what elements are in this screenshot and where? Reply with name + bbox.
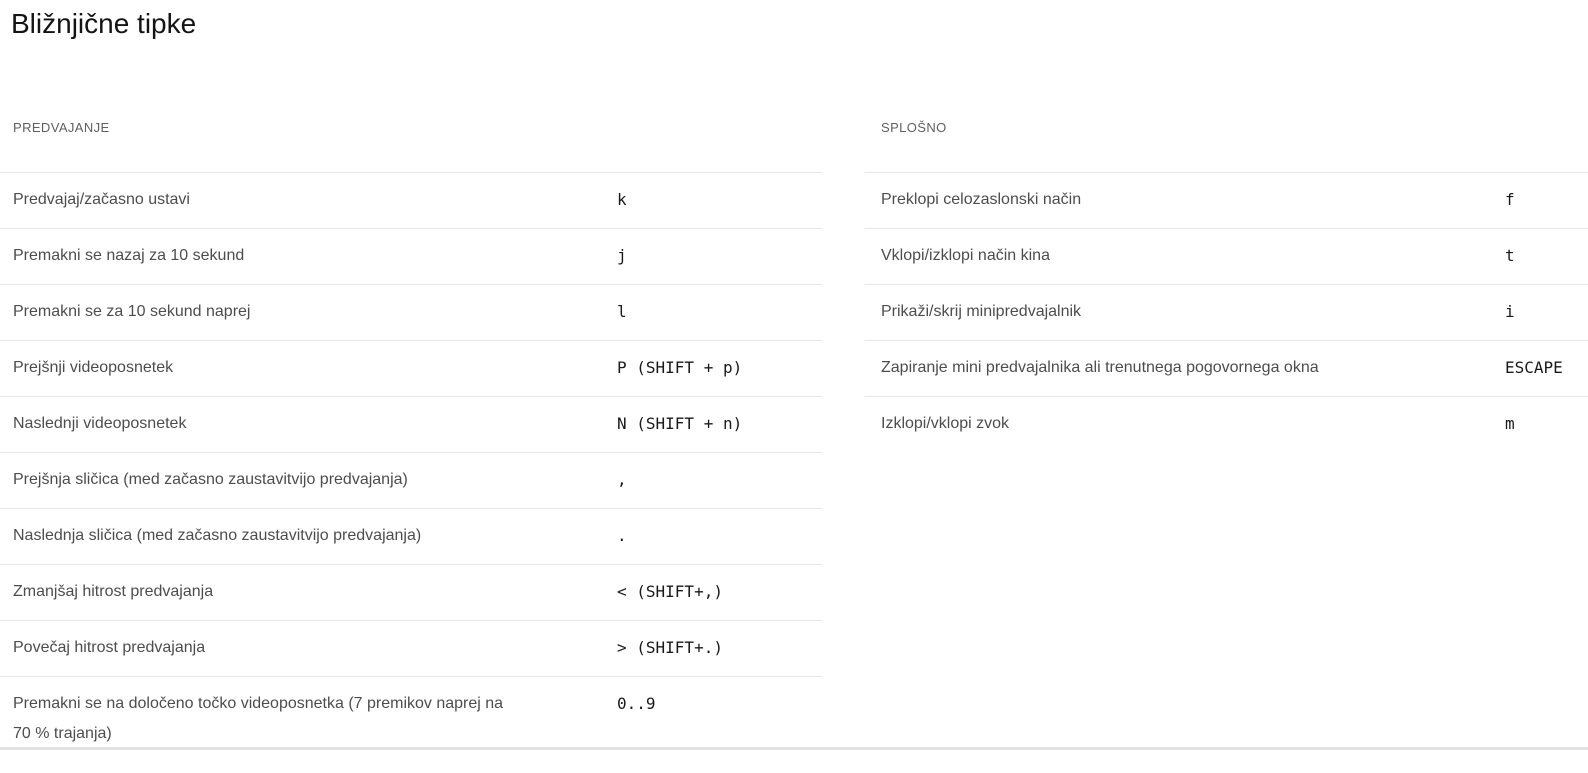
shortcut-key: j [617, 246, 627, 265]
dialog-bottom-divider [0, 747, 1588, 750]
shortcut-row: Premakni se za 10 sekund naprej l [0, 284, 822, 340]
shortcut-row: Izklopi/vklopi zvok m [865, 396, 1588, 452]
shortcut-label: Preklopi celozaslonski način [881, 191, 1082, 208]
shortcut-label: Prikaži/skrij minipredvajalnik [881, 303, 1082, 320]
shortcut-key: . [617, 526, 627, 545]
shortcut-label: Premakni se nazaj za 10 sekund [13, 247, 245, 264]
shortcut-key: N (SHIFT + n) [617, 414, 743, 433]
shortcut-label: Povečaj hitrost predvajanja [13, 639, 206, 656]
shortcut-key: > (SHIFT+.) [617, 638, 723, 657]
shortcut-columns: PREDVAJANJE Predvajaj/začasno ustavi k P… [0, 120, 1588, 747]
shortcut-key: l [617, 302, 627, 321]
shortcut-label: Prejšnja sličica (med začasno zaustavitv… [13, 471, 408, 488]
shortcut-row: Preklopi celozaslonski način f [865, 172, 1588, 228]
shortcut-label: Izklopi/vklopi zvok [881, 415, 1010, 432]
shortcut-row: Prejšnji videoposnetek P (SHIFT + p) [0, 340, 822, 396]
shortcut-row: Povečaj hitrost predvajanja > (SHIFT+.) [0, 620, 822, 676]
shortcut-label: Prejšnji videoposnetek [13, 359, 174, 376]
shortcut-key: m [1505, 414, 1515, 433]
shortcut-label: Naslednji videoposnetek [13, 415, 187, 432]
dialog-scroll-area[interactable]: Bližnjične tipke PREDVAJANJE Predvajaj/z… [0, 0, 1588, 747]
shortcut-key: 0..9 [617, 694, 656, 713]
shortcut-key: ESCAPE [1505, 358, 1563, 377]
shortcut-row: Vklopi/izklopi način kina t [865, 228, 1588, 284]
shortcut-label: Premakni se za 10 sekund naprej [13, 303, 251, 320]
shortcut-list-general: Preklopi celozaslonski način f Vklopi/iz… [865, 172, 1588, 452]
shortcut-row: Prikaži/skrij minipredvajalnik i [865, 284, 1588, 340]
shortcut-key: < (SHIFT+,) [617, 582, 723, 601]
shortcut-key: P (SHIFT + p) [617, 358, 743, 377]
shortcut-key: k [617, 190, 627, 209]
page-title: Bližnjične tipke [11, 8, 197, 39]
shortcut-row: Naslednji videoposnetek N (SHIFT + n) [0, 396, 822, 452]
section-general: SPLOŠNO Preklopi celozaslonski način f V… [865, 120, 1588, 747]
shortcut-row: Premakni se nazaj za 10 sekund j [0, 228, 822, 284]
shortcut-label: Vklopi/izklopi način kina [881, 247, 1050, 264]
shortcut-key: f [1505, 190, 1515, 209]
shortcut-label: Predvajaj/začasno ustavi [13, 191, 190, 208]
shortcut-key: t [1505, 246, 1515, 265]
shortcut-row: Prejšnja sličica (med začasno zaustavitv… [0, 452, 822, 508]
shortcut-row: Zmanjšaj hitrost predvajanja < (SHIFT+,) [0, 564, 822, 620]
section-heading-playback: PREDVAJANJE [13, 120, 110, 135]
shortcut-key: , [617, 470, 627, 489]
shortcut-label: Naslednja sličica (med začasno zaustavit… [13, 527, 422, 544]
shortcut-row: Premakni se na določeno točko videoposne… [0, 676, 822, 747]
shortcut-label: Premakni se na določeno točko videoposne… [13, 695, 504, 742]
shortcut-list-playback: Predvajaj/začasno ustavi k Premakni se n… [0, 172, 822, 747]
shortcut-row: Zapiranje mini predvajalnika ali trenutn… [865, 340, 1588, 396]
section-heading-general: SPLOŠNO [881, 120, 947, 135]
shortcut-row: Naslednja sličica (med začasno zaustavit… [0, 508, 822, 564]
section-playback: PREDVAJANJE Predvajaj/začasno ustavi k P… [0, 120, 822, 747]
shortcut-label: Zmanjšaj hitrost predvajanja [13, 583, 214, 600]
shortcut-key: i [1505, 302, 1515, 321]
shortcut-label: Zapiranje mini predvajalnika ali trenutn… [881, 359, 1319, 376]
shortcut-row: Predvajaj/začasno ustavi k [0, 172, 822, 228]
